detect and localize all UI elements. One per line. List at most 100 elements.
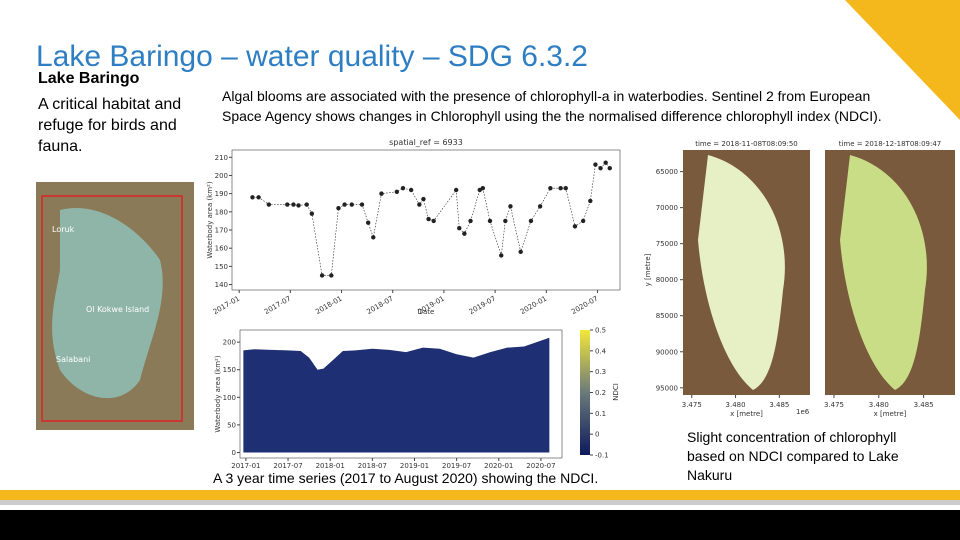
y-tick-label: 80000: [656, 276, 678, 284]
plot-frame: [239, 329, 563, 459]
data-point: [598, 165, 603, 171]
x-axis-label: x [metre]: [874, 410, 907, 418]
data-point: [309, 211, 315, 216]
data-point: [256, 195, 261, 200]
x-tick-label: 2020-07: [570, 295, 599, 317]
map-label: Ol Kokwe Island: [86, 305, 149, 314]
x-tick-label: 2018-01: [316, 462, 345, 470]
x-tick-label: 2019-07: [442, 462, 471, 470]
x-tick-label: 2017-07: [273, 462, 302, 470]
y-tick-label: 150: [223, 366, 236, 374]
y-tick-label: 50: [227, 421, 236, 429]
series-line: [252, 162, 611, 276]
x-tick-label: 2017-01: [231, 462, 260, 470]
x-tick-label: 2019-01: [400, 462, 429, 470]
colorbar-tick-label: 0.3: [595, 368, 606, 376]
series-area: [243, 337, 550, 453]
y-tick-label: 75000: [656, 240, 678, 248]
data-point: [431, 218, 436, 224]
area-caption: A 3 year time series (2017 to August 202…: [213, 470, 599, 486]
x-tick-label: 2020-01: [519, 295, 548, 317]
y-tick-label: 65000: [656, 168, 678, 176]
x-tick-label: 2018-01: [314, 295, 343, 317]
colorbar-tick-label: 0.4: [595, 347, 607, 355]
data-point: [296, 203, 301, 208]
y-tick-label: 95000: [656, 384, 678, 392]
y-tick-label: 200: [223, 339, 236, 347]
data-point: [371, 235, 376, 240]
y-axis-label: y [metre]: [644, 253, 652, 286]
data-point: [572, 224, 578, 229]
accent-line: [0, 500, 960, 505]
colorbar-label: NDCI: [612, 383, 620, 401]
data-point: [394, 189, 400, 195]
x-axis-label: x [metre]: [730, 410, 763, 418]
data-point: [365, 220, 371, 225]
intro-text: Algal blooms are associated with the pre…: [222, 88, 882, 124]
x-tick-label: 2019-07: [468, 295, 497, 317]
x-axis-label: Date: [418, 308, 435, 316]
x-tick-label: 3.485: [769, 401, 789, 409]
corner-accent: [845, 0, 960, 120]
y-tick-label: 210: [215, 154, 228, 162]
data-point: [285, 202, 290, 207]
chart-title: spatial_ref = 6933: [389, 138, 463, 147]
x-tick-label: 2020-07: [526, 462, 555, 470]
lake-shape: [52, 208, 163, 399]
colorbar-tick-label: 0.2: [595, 389, 606, 397]
left-body: A critical habitat and refuge for birds …: [38, 96, 182, 155]
data-point: [487, 218, 493, 224]
panel-title: time = 2018-12-18T08:09:47: [839, 140, 942, 148]
x-tick-label: 2017-07: [263, 295, 292, 317]
data-point: [250, 195, 255, 200]
data-point: [593, 162, 598, 167]
plot-frame: [231, 149, 621, 291]
map-label: Salabani: [56, 355, 90, 364]
data-point: [319, 273, 325, 278]
footer-bar: [0, 510, 960, 540]
data-point: [462, 231, 467, 236]
data-point: [548, 185, 553, 191]
data-point: [379, 191, 384, 196]
colorbar: [580, 330, 590, 455]
data-point: [457, 225, 462, 231]
lake-ndci: [840, 155, 927, 390]
data-point: [454, 187, 459, 193]
y-axis-label: Waterbody area (km²): [206, 181, 214, 258]
colorbar-tick-label: -0.1: [595, 452, 609, 460]
data-point: [603, 160, 608, 165]
data-point: [426, 216, 431, 222]
y-tick-label: 200: [215, 172, 228, 180]
x-offset: 1e6: [796, 408, 810, 416]
line-chart: 140 150 160 170 180 190 200 210 2017-01 2017-07 20…: [206, 138, 621, 317]
data-point: [580, 218, 586, 224]
data-point: [607, 165, 612, 171]
left-heading: Lake Baringo: [38, 70, 140, 87]
y-tick-label: 90000: [656, 348, 678, 356]
data-point: [304, 202, 309, 207]
x-tick-label: 3.480: [869, 401, 889, 409]
y-axis-label: Waterbody area (km²): [214, 355, 222, 432]
data-point: [499, 253, 504, 258]
satellite-panels: time = 2018-11-08T08:09:50 3.475 3.480 3.48…: [644, 140, 955, 418]
data-point: [329, 273, 334, 278]
colorbar-tick-label: 0.1: [595, 410, 606, 418]
data-point: [400, 185, 406, 191]
data-point: [563, 185, 568, 191]
data-point: [588, 198, 593, 204]
data-point: [503, 218, 508, 224]
lake-ndci: [698, 155, 785, 390]
slide-title: Lake Baringo – water quality – SDG 6.3.2: [36, 40, 588, 73]
x-tick-label: 3.475: [824, 401, 844, 409]
map-label: Loruk: [52, 225, 75, 234]
sat-caption: Slight concentration of chlorophyll base…: [687, 429, 899, 483]
data-point: [336, 205, 341, 211]
y-tick-label: 150: [215, 263, 228, 271]
y-tick-label: 100: [223, 394, 236, 402]
x-tick-label: 3.475: [682, 401, 702, 409]
panel-title: time = 2018-11-08T08:09:50: [695, 140, 798, 148]
data-point: [480, 185, 486, 191]
data-point: [417, 202, 422, 207]
